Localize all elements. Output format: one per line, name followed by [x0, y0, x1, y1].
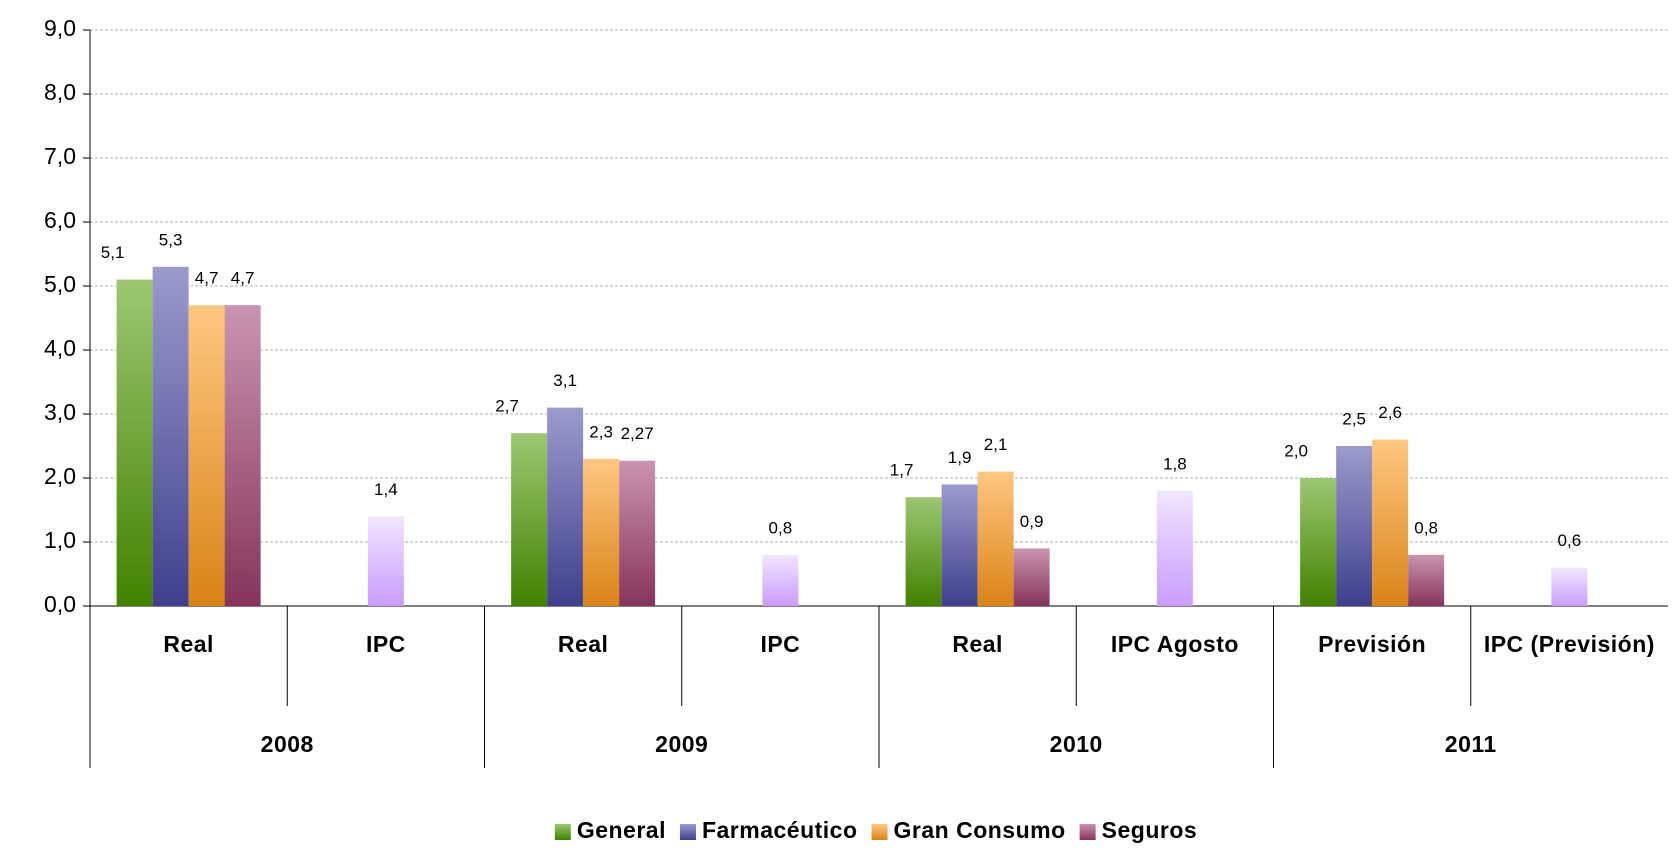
value-label: 1,9: [948, 448, 972, 467]
x-tick-label: IPC Agosto: [1111, 631, 1239, 657]
bar: [1156, 490, 1193, 606]
value-label: 3,1: [553, 371, 577, 390]
bar: [367, 516, 404, 606]
bar: [977, 471, 1014, 606]
x-tick-label: Real: [163, 631, 214, 657]
bar: [941, 484, 978, 606]
value-label: 2,0: [1284, 441, 1308, 460]
bar: [1336, 446, 1373, 606]
y-tick-label: 4,0: [44, 335, 76, 361]
bar: [1551, 567, 1588, 606]
value-label: 2,6: [1378, 403, 1402, 422]
y-tick-label: 0,0: [44, 591, 76, 617]
value-label: 0,9: [1020, 512, 1044, 531]
legend-swatch: [554, 824, 571, 840]
group-label: 2011: [1445, 731, 1497, 757]
value-label: 2,3: [589, 422, 613, 441]
value-label: 1,4: [374, 480, 398, 499]
bar: [1013, 548, 1050, 606]
value-label: 1,8: [1163, 454, 1187, 473]
group-label: 2009: [655, 731, 708, 757]
y-tick-label: 7,0: [44, 143, 76, 169]
value-label: 5,1: [101, 243, 125, 262]
legend-label: Farmacéutico: [702, 817, 858, 843]
value-label: 2,27: [621, 424, 654, 443]
y-tick-label: 2,0: [44, 463, 76, 489]
legend-swatch: [679, 824, 696, 840]
group-label: 2010: [1050, 731, 1103, 757]
bar: [152, 266, 189, 606]
legend-label: Seguros: [1102, 817, 1198, 843]
legend-swatch: [1079, 824, 1096, 840]
legend-swatch: [871, 824, 888, 840]
value-label: 4,7: [231, 269, 255, 288]
bar: [1408, 554, 1445, 606]
bar: [116, 279, 153, 606]
bar: [224, 305, 261, 606]
y-tick-label: 6,0: [44, 207, 76, 233]
legend-label: General: [577, 817, 666, 843]
value-label: 4,7: [195, 269, 219, 288]
legend: General Farmacéutico Gran Consumo Seguros: [554, 817, 1198, 843]
x-tick-label: Real: [952, 631, 1003, 657]
value-label: 1,7: [890, 461, 914, 480]
y-tick-label: 8,0: [44, 79, 76, 105]
value-label: 0,8: [1414, 518, 1438, 537]
legend-label: Gran Consumo: [894, 817, 1066, 843]
bar: [547, 407, 584, 606]
bar: [188, 305, 225, 606]
value-label: 5,3: [159, 230, 183, 249]
value-label: 2,1: [984, 435, 1008, 454]
bar: [583, 458, 620, 606]
x-tick-label: Previsión: [1318, 631, 1426, 657]
value-label: 2,7: [495, 397, 519, 416]
y-tick-label: 1,0: [44, 527, 76, 553]
value-label: 2,5: [1342, 409, 1366, 428]
y-tick-label: 9,0: [44, 15, 76, 41]
value-label: 0,8: [769, 518, 793, 537]
y-tick-label: 5,0: [44, 271, 76, 297]
x-tick-label: IPC (Previsión): [1484, 631, 1655, 657]
x-tick-label: IPC: [760, 631, 800, 657]
bar: [905, 497, 942, 606]
bar: [619, 460, 656, 606]
bar: [1300, 478, 1337, 606]
x-tick-label: IPC: [366, 631, 406, 657]
group-label: 2008: [261, 731, 314, 757]
value-label: 0,6: [1558, 531, 1582, 550]
bar: [1372, 439, 1409, 606]
x-tick-label: Real: [558, 631, 609, 657]
bar: [762, 554, 799, 606]
y-tick-label: 3,0: [44, 399, 76, 425]
bar: [511, 433, 548, 606]
